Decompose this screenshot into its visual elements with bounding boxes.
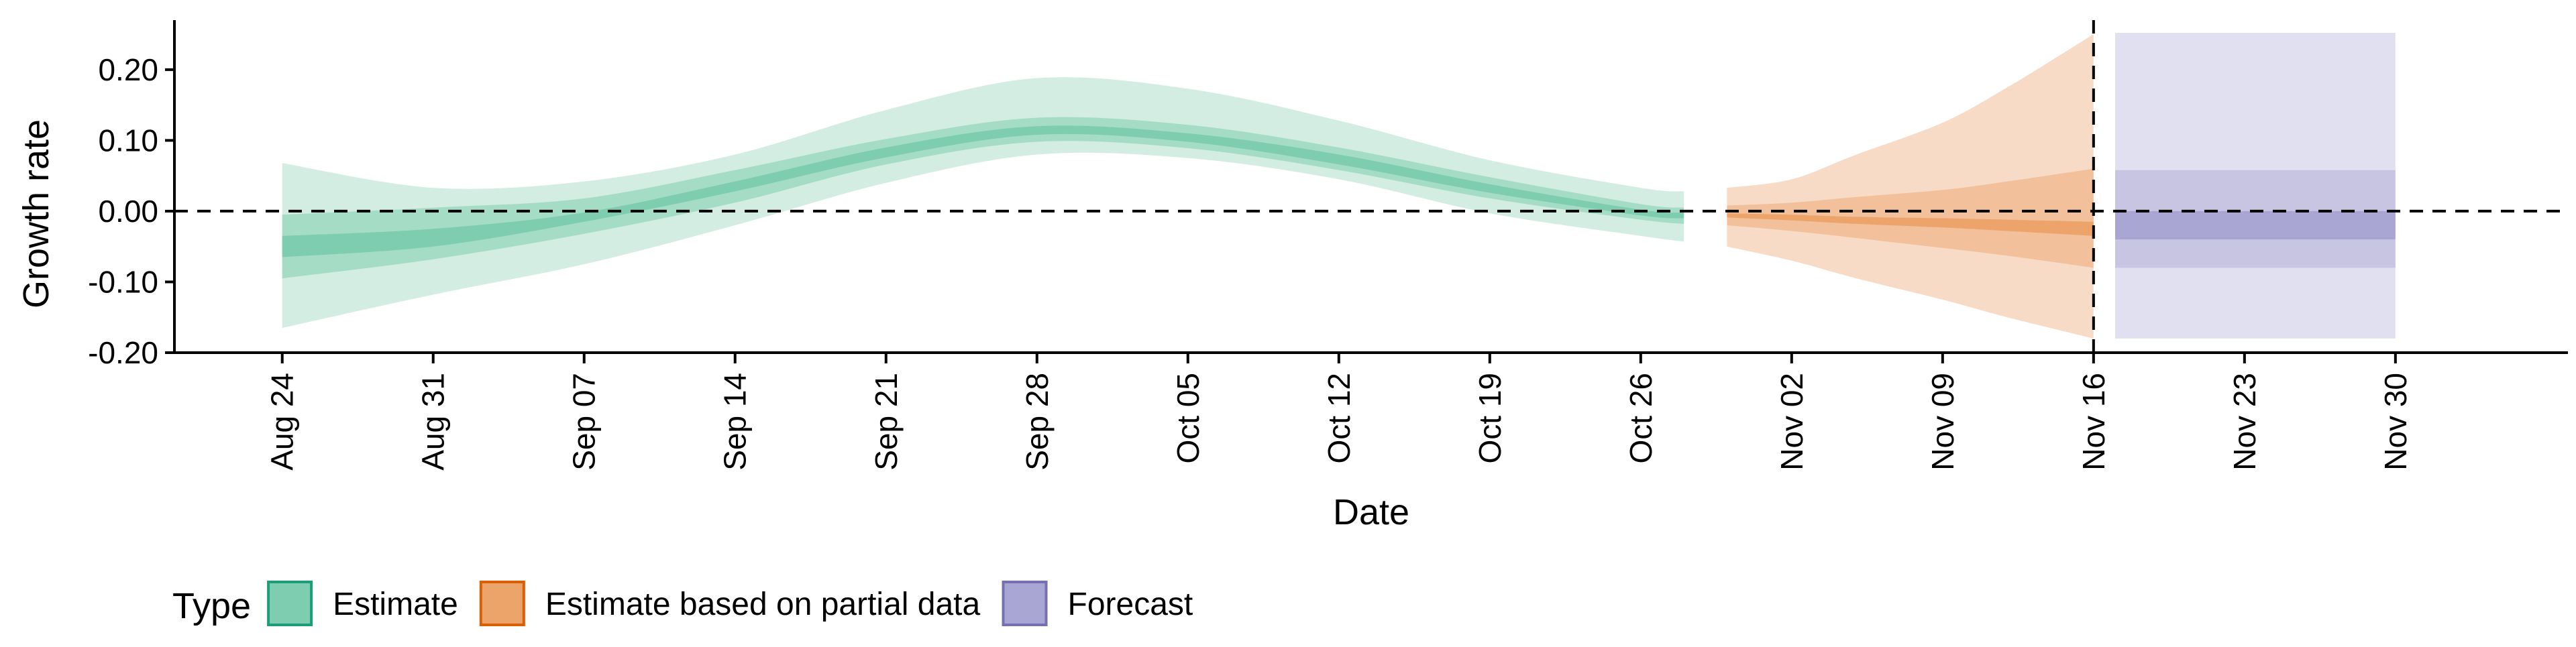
x-tick-label: Sep 14 xyxy=(718,373,753,471)
series-estimate xyxy=(282,77,1684,329)
x-tick-label: Oct 12 xyxy=(1322,373,1356,464)
x-tick-label: Aug 31 xyxy=(416,373,451,471)
axes: -0.20 -0.10 0.00 0.10 0.20 Aug 24 Aug 31 Sep 07… xyxy=(88,20,2568,471)
legend-label-estimate-based-on-partial-data: Estimate based on partial data xyxy=(545,587,981,622)
legend-title: Type xyxy=(172,586,251,626)
x-tick-label: Nov 02 xyxy=(1774,373,1809,471)
estimate-based-on-partial-data-outer-band xyxy=(1727,34,2094,339)
legend-item-estimate-based-on-partial-data: Estimate based on partial data xyxy=(479,581,981,626)
series-forecast xyxy=(2115,33,2396,339)
x-tick-label: Nov 09 xyxy=(1925,373,1960,471)
x-tick-label: Nov 16 xyxy=(2076,373,2111,471)
y-tick-label: 0.10 xyxy=(98,123,158,158)
estimate-based-on-partial-data-inner-band xyxy=(1727,213,2094,236)
reference-lines xyxy=(174,20,2568,353)
legend-key-estimate xyxy=(267,581,313,626)
legend: Type Estimate Estimate based on partial d… xyxy=(172,581,1193,626)
y-tick-label: 0.00 xyxy=(98,194,158,229)
estimate-inner-band xyxy=(282,125,1684,257)
x-tick-label: Nov 23 xyxy=(2227,373,2262,471)
legend-item-forecast: Forecast xyxy=(1002,581,1193,626)
series-estimate-based-on-partial-data xyxy=(1727,34,2094,339)
legend-label-forecast: Forecast xyxy=(1068,587,1193,622)
y-tick-label: -0.10 xyxy=(88,264,158,299)
legend-label-estimate: Estimate xyxy=(333,587,458,622)
x-tick-label: Oct 19 xyxy=(1472,373,1507,464)
y-axis-title: Growth rate xyxy=(16,119,56,308)
x-axis-title: Date xyxy=(1333,492,1409,532)
x-tick-label: Aug 24 xyxy=(265,373,300,471)
legend-key-estimate-based-on-partial-data xyxy=(479,581,525,626)
legend-item-estimate: Estimate xyxy=(267,581,458,626)
legend-key-forecast xyxy=(1002,581,1048,626)
x-tick-label: Oct 05 xyxy=(1171,373,1205,464)
band-layer xyxy=(282,33,2396,339)
x-tick-label: Sep 07 xyxy=(567,373,602,471)
y-tick-label: 0.20 xyxy=(98,52,158,87)
x-tick-label: Oct 26 xyxy=(1623,373,1658,464)
x-tick-label: Sep 28 xyxy=(1020,373,1055,471)
x-tick-label: Sep 21 xyxy=(869,373,904,471)
legend-items: Estimate Estimate based on partial data Fo… xyxy=(267,581,1193,626)
forecast-inner-band xyxy=(2115,211,2396,240)
x-tick-label: Nov 30 xyxy=(2378,373,2413,471)
y-tick-label: -0.20 xyxy=(88,335,158,370)
estimate-outer-band xyxy=(282,77,1684,329)
